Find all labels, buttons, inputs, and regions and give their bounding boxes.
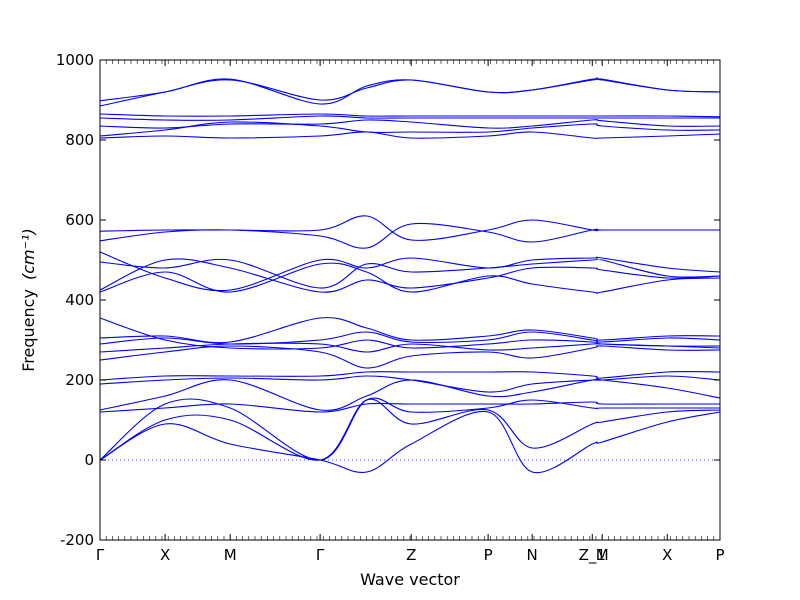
band-3: [99, 397, 720, 461]
y-axis-ticks: -200 0 200 400 600 800 1000: [56, 51, 720, 549]
band-1: [99, 410, 721, 474]
band-11: [99, 317, 721, 344]
x-tick-label: M: [224, 546, 237, 564]
x-tick-label: N: [527, 546, 538, 564]
band-14: [99, 258, 721, 293]
band-2: [99, 398, 721, 461]
minor-ticks: [99, 60, 721, 540]
y-tick-label: 1000: [56, 51, 94, 69]
band-22: [99, 115, 720, 121]
band-lines: [99, 77, 721, 474]
x-tick-label: X: [160, 546, 170, 564]
band-7: [99, 371, 721, 381]
x-axis-label: Wave vector: [360, 570, 460, 589]
band-12: [99, 317, 721, 350]
x-tick-label: P: [715, 546, 724, 564]
x-tick-label: P: [484, 546, 493, 564]
y-axis-unit: (cm⁻¹): [19, 228, 38, 280]
y-tick-label: 600: [65, 211, 94, 229]
x-tick-label: Γ: [96, 546, 105, 564]
x-tick-label: Z: [406, 546, 416, 564]
y-axis-label: Frequency: [19, 289, 38, 372]
band-4: [99, 401, 720, 413]
y-tick-label: 200: [65, 371, 94, 389]
x-tick-label: X: [662, 546, 672, 564]
band-15: [99, 258, 721, 289]
band-8: [99, 345, 721, 369]
y-tick-label: -200: [60, 531, 94, 549]
band-21: [99, 119, 721, 129]
band-18: [99, 215, 720, 241]
band-10: [99, 331, 721, 345]
y-tick-label: 400: [65, 291, 94, 309]
band-25: [99, 77, 721, 105]
y-tick-label: 800: [65, 131, 94, 149]
band-6: [99, 375, 721, 393]
y-tick-label: 0: [84, 451, 94, 469]
band-23: [99, 113, 721, 118]
x-axis-ticks: Γ X M Γ Z P N Z_1M X P: [96, 60, 725, 565]
band-19: [99, 131, 721, 140]
band-16: [99, 251, 721, 292]
x-tick-label: Γ: [316, 546, 325, 564]
x-tick-label: Z_1: [579, 546, 606, 565]
x-tick-label: M: [596, 546, 609, 564]
y-axis-label-group: Frequency (cm⁻¹): [19, 228, 38, 371]
band-20: [99, 121, 721, 137]
